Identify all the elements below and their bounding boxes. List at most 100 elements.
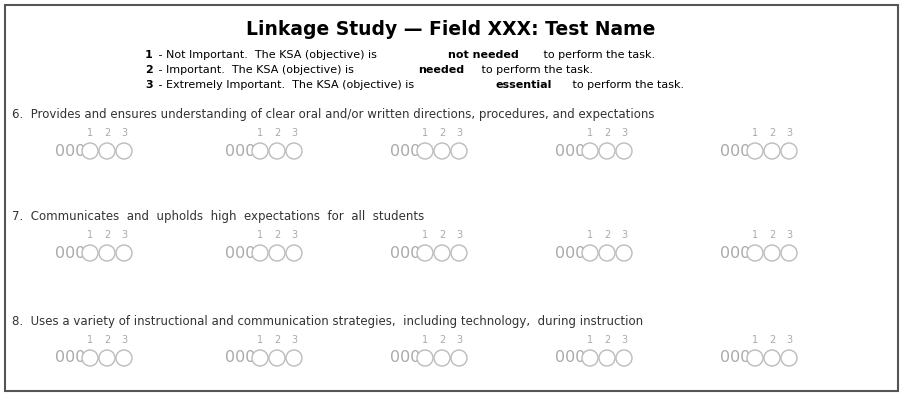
Circle shape <box>82 143 98 159</box>
Text: 3: 3 <box>121 128 127 138</box>
Text: - Extremely Important.  The KSA (objective) is: - Extremely Important. The KSA (objectiv… <box>155 80 417 90</box>
Text: 2: 2 <box>768 335 774 345</box>
Text: 3: 3 <box>145 80 152 90</box>
Text: 2: 2 <box>438 335 445 345</box>
Circle shape <box>763 245 779 261</box>
Text: 1: 1 <box>421 230 428 240</box>
Text: 0001: 0001 <box>55 246 96 261</box>
Circle shape <box>615 143 631 159</box>
Circle shape <box>252 245 268 261</box>
Text: 1: 1 <box>145 50 152 60</box>
Text: 1: 1 <box>586 128 593 138</box>
Text: 3: 3 <box>621 230 626 240</box>
Text: 2: 2 <box>104 335 110 345</box>
Text: 0003: 0003 <box>390 246 430 261</box>
Text: essential: essential <box>495 80 552 90</box>
Circle shape <box>286 245 301 261</box>
Circle shape <box>252 143 268 159</box>
Text: 1: 1 <box>421 128 428 138</box>
Circle shape <box>582 143 597 159</box>
Text: 3: 3 <box>456 335 462 345</box>
Text: 2: 2 <box>145 65 152 75</box>
Text: 1: 1 <box>257 230 262 240</box>
Text: not needed: not needed <box>447 50 518 60</box>
Circle shape <box>434 245 449 261</box>
Text: 7.  Communicates  and  upholds  high  expectations  for  all  students: 7. Communicates and upholds high expecta… <box>12 210 424 223</box>
Circle shape <box>780 245 796 261</box>
Text: 1: 1 <box>257 128 262 138</box>
Circle shape <box>115 143 132 159</box>
Circle shape <box>746 143 762 159</box>
Text: 6.  Provides and ensures understanding of clear oral and/or written directions, : 6. Provides and ensures understanding of… <box>12 108 654 121</box>
Text: 0005: 0005 <box>719 143 759 158</box>
Text: 3: 3 <box>785 230 791 240</box>
Circle shape <box>269 245 285 261</box>
Circle shape <box>417 350 433 366</box>
Text: 2: 2 <box>273 335 280 345</box>
Circle shape <box>780 143 796 159</box>
Text: Linkage Study — Field XXX: Test Name: Linkage Study — Field XXX: Test Name <box>246 20 655 39</box>
Circle shape <box>450 143 466 159</box>
Circle shape <box>115 350 132 366</box>
Text: 3: 3 <box>456 128 462 138</box>
Circle shape <box>417 245 433 261</box>
Text: 0004: 0004 <box>555 350 594 366</box>
Text: 3: 3 <box>121 335 127 345</box>
Text: 0005: 0005 <box>719 350 759 366</box>
Text: 3: 3 <box>621 128 626 138</box>
Circle shape <box>434 143 449 159</box>
Text: 0001: 0001 <box>55 350 96 366</box>
Circle shape <box>417 143 433 159</box>
Text: 3: 3 <box>621 335 626 345</box>
Text: 2: 2 <box>768 128 774 138</box>
Circle shape <box>99 245 115 261</box>
Circle shape <box>598 350 614 366</box>
Text: 3: 3 <box>785 335 791 345</box>
Text: 0003: 0003 <box>390 143 430 158</box>
Text: 3: 3 <box>121 230 127 240</box>
Text: 0002: 0002 <box>225 143 265 158</box>
Text: 8.  Uses a variety of instructional and communication strategies,  including tec: 8. Uses a variety of instructional and c… <box>12 315 642 328</box>
Text: 2: 2 <box>273 128 280 138</box>
Text: 1: 1 <box>751 230 757 240</box>
Text: 1: 1 <box>751 335 757 345</box>
Text: 3: 3 <box>785 128 791 138</box>
Text: needed: needed <box>418 65 464 75</box>
Text: 3: 3 <box>290 335 297 345</box>
Circle shape <box>252 350 268 366</box>
Text: 0003: 0003 <box>390 350 430 366</box>
Text: 2: 2 <box>603 230 610 240</box>
Text: 0002: 0002 <box>225 246 265 261</box>
Text: 1: 1 <box>586 230 593 240</box>
Text: 1: 1 <box>421 335 428 345</box>
Circle shape <box>82 245 98 261</box>
Text: 1: 1 <box>87 335 93 345</box>
Text: 3: 3 <box>290 128 297 138</box>
Text: 2: 2 <box>104 230 110 240</box>
Circle shape <box>99 143 115 159</box>
Text: - Not Important.  The KSA (objective) is: - Not Important. The KSA (objective) is <box>155 50 380 60</box>
Circle shape <box>269 350 285 366</box>
Circle shape <box>582 245 597 261</box>
Text: 2: 2 <box>438 230 445 240</box>
Circle shape <box>582 350 597 366</box>
Circle shape <box>99 350 115 366</box>
Circle shape <box>598 143 614 159</box>
Text: 2: 2 <box>603 335 610 345</box>
Circle shape <box>269 143 285 159</box>
Text: to perform the task.: to perform the task. <box>539 50 654 60</box>
Text: 1: 1 <box>87 230 93 240</box>
Text: 2: 2 <box>768 230 774 240</box>
Text: to perform the task.: to perform the task. <box>568 80 684 90</box>
Circle shape <box>450 350 466 366</box>
Text: 0005: 0005 <box>719 246 759 261</box>
Circle shape <box>434 350 449 366</box>
Circle shape <box>763 350 779 366</box>
Text: 1: 1 <box>586 335 593 345</box>
Text: 0001: 0001 <box>55 143 96 158</box>
Text: 0004: 0004 <box>555 246 594 261</box>
Circle shape <box>615 245 631 261</box>
Circle shape <box>115 245 132 261</box>
Text: 1: 1 <box>87 128 93 138</box>
Circle shape <box>598 245 614 261</box>
